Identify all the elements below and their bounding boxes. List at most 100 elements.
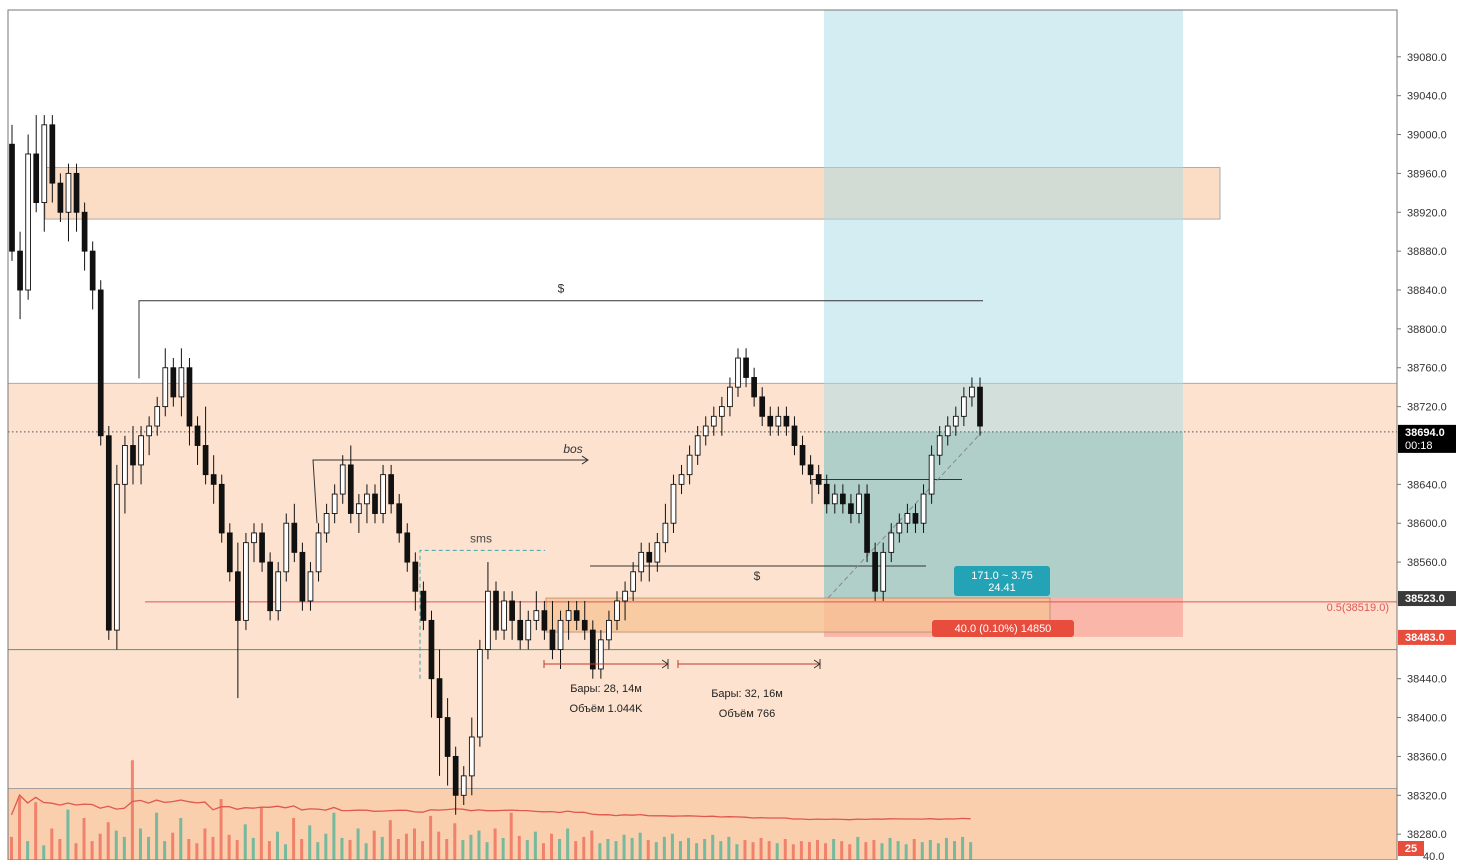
candle — [178, 348, 185, 417]
candle — [122, 435, 128, 514]
candle-body — [97, 289, 104, 437]
candle-body — [251, 532, 257, 544]
candle-body — [315, 532, 322, 573]
volume-bar — [638, 832, 642, 860]
volume-bar — [872, 840, 876, 860]
volume-bar — [18, 797, 22, 860]
volume-bar — [630, 837, 634, 860]
candle-body — [589, 629, 596, 670]
candle — [25, 134, 31, 300]
candle — [81, 202, 88, 271]
measure-volume-label: Объём 766 — [719, 708, 775, 720]
candle — [259, 523, 265, 572]
candle-body — [678, 474, 685, 485]
candle-body — [896, 522, 903, 534]
candle — [364, 484, 370, 524]
volume-bar — [138, 828, 142, 860]
volume-bar — [775, 843, 779, 860]
candle — [243, 532, 249, 631]
candle — [388, 464, 394, 514]
candle-body — [598, 639, 604, 670]
candle — [226, 523, 233, 582]
candle — [477, 639, 483, 747]
volume-bar — [767, 841, 771, 860]
volume-bar — [670, 833, 674, 860]
sms-line — [419, 549, 545, 679]
candle — [840, 484, 846, 514]
candle-body — [888, 532, 895, 553]
price-tick-label: 38720.0 — [1407, 402, 1447, 414]
candle-body — [146, 425, 152, 437]
candle-body — [654, 542, 661, 563]
candle-body — [702, 425, 709, 437]
candle-body — [122, 445, 128, 485]
candle — [670, 474, 677, 533]
candle-body — [493, 590, 499, 631]
candle-body — [694, 435, 701, 456]
candle-body — [928, 454, 935, 495]
candle — [541, 600, 548, 640]
candle — [581, 600, 588, 640]
volume-bar — [74, 843, 78, 860]
volume-bar — [582, 836, 586, 860]
candle-body — [275, 571, 282, 612]
candle-body — [323, 513, 330, 534]
candle-body — [743, 357, 749, 378]
candle — [339, 455, 346, 504]
volume-bar — [654, 842, 658, 860]
candle — [114, 464, 120, 650]
volume-bar — [421, 841, 425, 860]
candle-body — [170, 367, 177, 398]
price-tick-label: 38360.0 — [1407, 751, 1447, 763]
candle-body — [872, 551, 878, 592]
candle-body — [347, 464, 354, 514]
price-tick-label: 39000.0 — [1407, 130, 1447, 142]
candle — [880, 542, 887, 601]
volume-bar — [251, 837, 255, 860]
measure-bars-label: Бары: 32, 16м — [711, 688, 783, 700]
candle — [404, 523, 411, 572]
volume-bar — [235, 840, 239, 860]
candle-body — [904, 513, 911, 524]
price-tick-label: 38640.0 — [1407, 479, 1447, 491]
candle-body — [243, 542, 249, 621]
candle — [791, 416, 798, 456]
candle-body — [218, 483, 225, 534]
volume-bar — [195, 843, 199, 860]
candle — [606, 610, 612, 650]
candle-body — [356, 503, 362, 514]
volume-ma-value: 25 — [1405, 843, 1417, 855]
candle — [299, 542, 306, 611]
volume-bar — [896, 841, 900, 860]
candle-body — [606, 619, 612, 641]
candle-body — [791, 425, 798, 446]
volume-bar — [848, 844, 852, 860]
candle — [977, 377, 983, 436]
volume-bar — [453, 823, 457, 860]
candle-body — [194, 425, 201, 446]
volume-bar — [243, 824, 247, 860]
volume-bar — [961, 836, 965, 860]
candle-body — [549, 629, 556, 650]
volume-bar — [275, 831, 279, 860]
volume-bar — [171, 832, 175, 860]
candle-body — [372, 493, 378, 514]
candle-body — [138, 435, 144, 466]
candle-body — [686, 454, 693, 476]
volume-bar — [678, 841, 682, 860]
volume-ma-badge: 25 — [1398, 841, 1424, 856]
volume-bar — [541, 843, 545, 860]
volume-bar — [106, 822, 110, 860]
last-price-badge-box — [1398, 424, 1456, 453]
range-zone — [8, 382, 1397, 789]
volume-bar — [485, 842, 489, 860]
volume-bar — [816, 840, 819, 860]
candle-body — [73, 172, 80, 213]
target-zone — [824, 10, 1183, 599]
candle-body — [670, 483, 677, 524]
candle — [89, 241, 96, 310]
volume-bar — [727, 836, 731, 860]
candle — [646, 542, 653, 582]
